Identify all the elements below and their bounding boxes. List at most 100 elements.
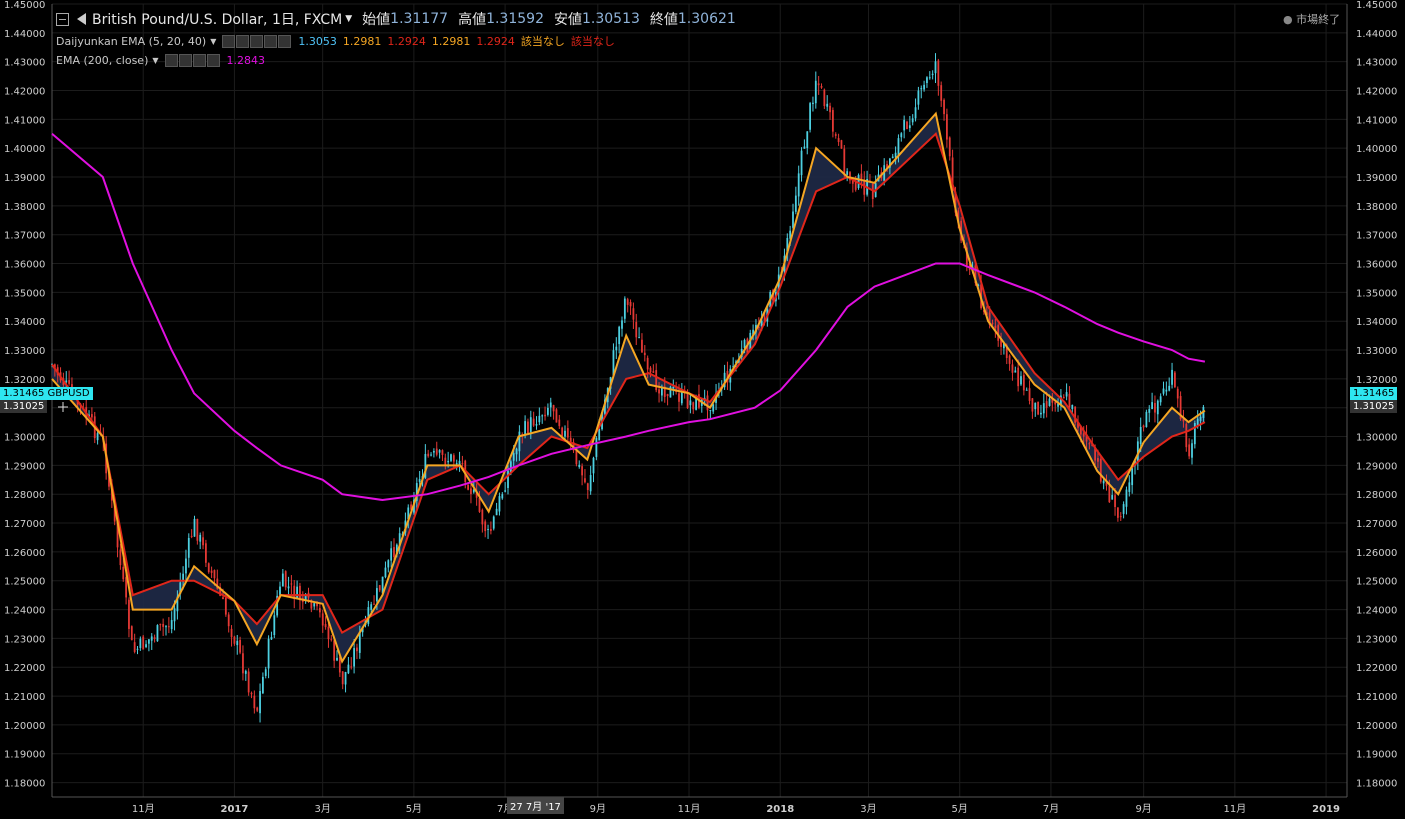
candle-body bbox=[287, 586, 290, 589]
candle-body bbox=[424, 454, 427, 478]
candle-body bbox=[595, 438, 598, 457]
y-tick-label-right: 1.21000 bbox=[1356, 692, 1397, 703]
candle-body bbox=[498, 496, 501, 512]
source-icon[interactable] bbox=[250, 34, 264, 48]
candle-body bbox=[558, 419, 561, 427]
candle-body bbox=[170, 620, 173, 630]
close-value: 1.30621 bbox=[677, 11, 736, 27]
candle-body bbox=[1165, 389, 1168, 392]
candle-body bbox=[1008, 355, 1011, 364]
candle-body bbox=[1122, 504, 1125, 514]
y-tick-label-left: 1.22000 bbox=[4, 663, 45, 674]
candle-body bbox=[304, 594, 307, 601]
daijyunkan-label[interactable]: Daijyunkan EMA (5, 20, 40) bbox=[56, 34, 207, 48]
candle-body bbox=[840, 140, 843, 149]
candle-body bbox=[187, 537, 190, 558]
candle-body bbox=[786, 238, 789, 254]
y-tick-label-left: 1.27000 bbox=[4, 519, 45, 530]
candle-body bbox=[512, 453, 515, 461]
candle-body bbox=[994, 325, 997, 328]
candle-body bbox=[472, 489, 475, 493]
candle-body bbox=[205, 543, 207, 563]
ema200-label[interactable]: EMA (200, close) bbox=[56, 54, 149, 67]
candle-body bbox=[1188, 444, 1191, 457]
dropdown-caret-icon[interactable]: ▼ bbox=[210, 36, 217, 46]
y-tick-label-left: 1.43000 bbox=[4, 58, 45, 69]
dropdown-caret-icon[interactable]: ▼ bbox=[152, 56, 159, 65]
visibility-icon[interactable] bbox=[222, 34, 236, 48]
candle-body bbox=[649, 367, 652, 373]
candle-body bbox=[296, 586, 298, 598]
candle-body bbox=[353, 648, 355, 667]
candle-body bbox=[150, 636, 153, 641]
candle-body bbox=[891, 156, 894, 159]
candle-body bbox=[91, 414, 93, 418]
y-tick-label-right: 1.32000 bbox=[1356, 375, 1397, 386]
candle-body bbox=[897, 138, 900, 156]
candle-body bbox=[1005, 345, 1008, 358]
candle-body bbox=[923, 84, 925, 90]
dropdown-caret-icon[interactable]: ▼ bbox=[345, 14, 353, 24]
candle-body bbox=[1193, 423, 1196, 445]
candle-body bbox=[173, 608, 176, 622]
candle-body bbox=[182, 573, 184, 582]
candle-body bbox=[575, 448, 578, 465]
candle-body bbox=[566, 428, 569, 438]
candle-body bbox=[1022, 374, 1025, 391]
candle-body bbox=[1176, 388, 1179, 399]
candle-body bbox=[279, 586, 281, 597]
candle-body bbox=[390, 548, 393, 561]
candle-body bbox=[213, 570, 216, 579]
candle-body bbox=[618, 326, 621, 345]
candle-body bbox=[435, 448, 438, 455]
candle-body bbox=[427, 453, 430, 457]
candle-body bbox=[356, 647, 358, 652]
y-tick-label-left: 1.20000 bbox=[4, 721, 45, 732]
candle-body bbox=[1077, 421, 1079, 428]
source-icon[interactable] bbox=[192, 54, 206, 67]
close-icon[interactable] bbox=[206, 54, 220, 67]
candle-body bbox=[162, 623, 165, 627]
candle-body bbox=[846, 171, 849, 175]
candle-body bbox=[686, 392, 689, 409]
candle-body bbox=[159, 623, 162, 625]
candle-body bbox=[547, 407, 549, 415]
candle-body bbox=[1094, 447, 1096, 461]
candle-body bbox=[661, 387, 663, 396]
add-icon[interactable] bbox=[264, 34, 278, 48]
candle-body bbox=[658, 389, 660, 394]
visibility-icon[interactable] bbox=[164, 54, 178, 67]
candle-body bbox=[492, 516, 495, 529]
symbol-title[interactable]: British Pound/U.S. Dollar, 1日, FXCM bbox=[92, 12, 343, 28]
settings-icon[interactable] bbox=[236, 34, 250, 48]
candle-body bbox=[943, 99, 945, 115]
candle-body bbox=[1145, 411, 1148, 428]
y-tick-label-right: 1.18000 bbox=[1356, 779, 1397, 790]
y-tick-label-right: 1.40000 bbox=[1356, 144, 1397, 155]
candle-body bbox=[321, 613, 324, 626]
settings-icon[interactable] bbox=[178, 54, 192, 67]
y-tick-label-left: 1.18000 bbox=[4, 779, 45, 790]
candle-body bbox=[535, 424, 538, 426]
candle-body bbox=[689, 400, 692, 406]
candle-body bbox=[823, 89, 826, 107]
open-label: 始値 bbox=[362, 12, 391, 28]
collapse-icon[interactable] bbox=[56, 12, 69, 26]
candle-body bbox=[854, 181, 857, 190]
candle-body bbox=[629, 302, 632, 307]
candle-body bbox=[900, 133, 903, 138]
y-tick-label-right: 1.38000 bbox=[1356, 202, 1397, 213]
close-icon[interactable] bbox=[278, 34, 292, 48]
candle-body bbox=[615, 346, 618, 351]
candle-body bbox=[1011, 364, 1014, 373]
candle-body bbox=[1159, 396, 1162, 403]
candle-body bbox=[638, 337, 640, 339]
flag-icon bbox=[77, 13, 86, 25]
candle-body bbox=[398, 533, 401, 547]
candle-body bbox=[273, 615, 276, 636]
candle-body bbox=[678, 393, 680, 402]
candle-body bbox=[507, 470, 509, 488]
y-tick-label-left: 1.36000 bbox=[4, 260, 45, 271]
candle-body bbox=[1196, 418, 1199, 426]
